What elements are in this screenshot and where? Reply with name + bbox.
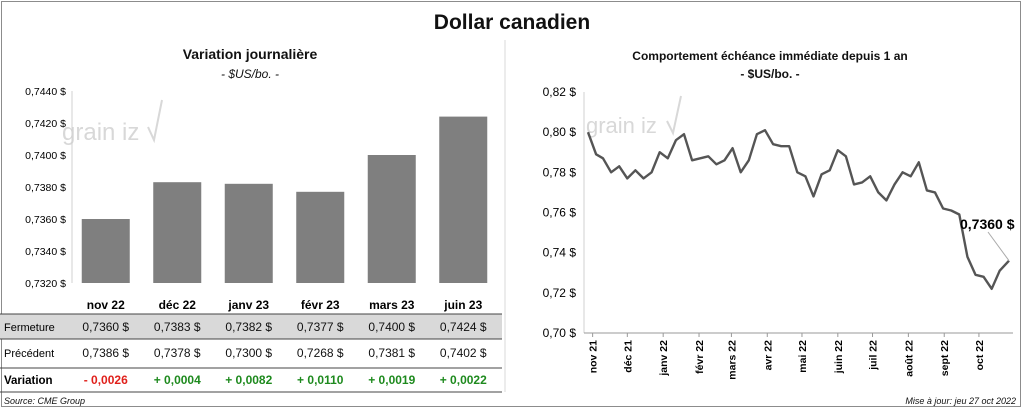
- table-cell: - 0,0026: [84, 373, 128, 387]
- table-cell: 0,7402 $: [440, 346, 487, 360]
- line-xtick-label: oct 22: [974, 340, 986, 371]
- line-xtick-label: déc 21: [622, 340, 634, 373]
- bar-chart-subtitle: - $US/bo. -: [220, 67, 280, 81]
- bar-category-label: févr 23: [301, 298, 340, 312]
- bar-ytick-label: 0,7360 $: [25, 214, 66, 226]
- bar-ytick-label: 0,7420 $: [25, 118, 66, 130]
- table-cell: 0,7378 $: [154, 346, 201, 360]
- bar-category-label: mars 23: [369, 298, 415, 312]
- table-row-label: Variation: [4, 375, 53, 387]
- grainwiz-logo-mark: [147, 99, 163, 144]
- bar-category-label: juin 23: [443, 298, 482, 312]
- table-cell: + 0,0022: [440, 373, 487, 387]
- table-row-label: Fermeture: [4, 322, 55, 334]
- bar-chart-title: Variation journalière: [182, 46, 318, 62]
- bar: [367, 155, 416, 283]
- line-ytick-label: 0,70 $: [543, 326, 577, 340]
- line-ytick-label: 0,72 $: [543, 286, 577, 300]
- bar-ytick-label: 0,7440 $: [25, 86, 66, 98]
- bar-category-label: déc 22: [159, 298, 197, 312]
- line-chart-subtitle: - $US/bo. -: [740, 67, 800, 81]
- table-cell: 0,7386 $: [82, 346, 129, 360]
- table-cell: 0,7268 $: [297, 346, 344, 360]
- table-cell: 0,7360 $: [82, 320, 129, 334]
- bar-category-label: nov 22: [87, 298, 125, 312]
- bar: [296, 191, 345, 283]
- line-xtick-label: févr 22: [694, 340, 706, 374]
- page-title: Dollar canadien: [433, 11, 591, 34]
- table-cell: 0,7383 $: [154, 320, 201, 334]
- annotation-leader: [987, 231, 1010, 261]
- line-ytick-label: 0,76 $: [543, 206, 577, 220]
- line-xtick-label: avr 22: [762, 340, 774, 371]
- table-cell: 0,7424 $: [440, 320, 487, 334]
- line-ytick-label: 0,80 $: [543, 125, 577, 139]
- bar-category-label: janv 23: [227, 298, 269, 312]
- line-ytick-label: 0,78 $: [543, 165, 577, 179]
- watermark-right: grain iz: [586, 113, 657, 138]
- bar-ytick-label: 0,7340 $: [25, 246, 66, 258]
- table-band: [0, 314, 502, 339]
- table-cell: + 0,0082: [225, 373, 272, 387]
- bar-ytick-label: 0,7380 $: [25, 182, 66, 194]
- bar: [81, 219, 130, 283]
- line-xtick-label: nov 21: [588, 340, 600, 373]
- table-cell: 0,7377 $: [297, 320, 344, 334]
- table-cell: 0,7381 $: [368, 346, 415, 360]
- line-xtick-label: janv 22: [658, 340, 670, 377]
- source-note: Source: CME Group: [4, 396, 86, 406]
- table-row-label: Précédent: [4, 348, 54, 360]
- line-ytick-label: 0,74 $: [543, 246, 577, 260]
- bar: [439, 116, 488, 283]
- bar-ytick-label: 0,7400 $: [25, 150, 66, 162]
- table-cell: + 0,0110: [297, 373, 344, 387]
- line-ytick-label: 0,82 $: [543, 85, 577, 99]
- grainwiz-logo-mark: [666, 95, 682, 136]
- update-note: Mise à jour: jeu 27 oct 2022: [905, 396, 1016, 406]
- line-chart-title: Comportement échéance immédiate depuis 1…: [632, 49, 908, 63]
- line-xtick-label: mai 22: [797, 340, 809, 373]
- line-xtick-label: juil 22: [868, 340, 880, 371]
- table-cell: + 0,0004: [154, 373, 201, 387]
- watermark-left: grain iz: [62, 119, 139, 146]
- bar: [153, 182, 202, 283]
- line-xtick-label: août 22: [903, 340, 915, 377]
- table-cell: 0,7300 $: [225, 346, 272, 360]
- line-xtick-label: sept 22: [939, 340, 951, 376]
- table-cell: 0,7400 $: [368, 320, 415, 334]
- table-cell: 0,7382 $: [225, 320, 272, 334]
- line-xtick-label: mars 22: [726, 340, 738, 380]
- bar: [224, 183, 273, 283]
- table-cell: + 0,0019: [368, 373, 415, 387]
- line-series: [586, 129, 1010, 290]
- bar-ytick-label: 0,7320 $: [25, 278, 66, 290]
- line-xtick-label: juin 22: [833, 340, 845, 374]
- last-value-annotation: 0,7360 $: [960, 216, 1015, 232]
